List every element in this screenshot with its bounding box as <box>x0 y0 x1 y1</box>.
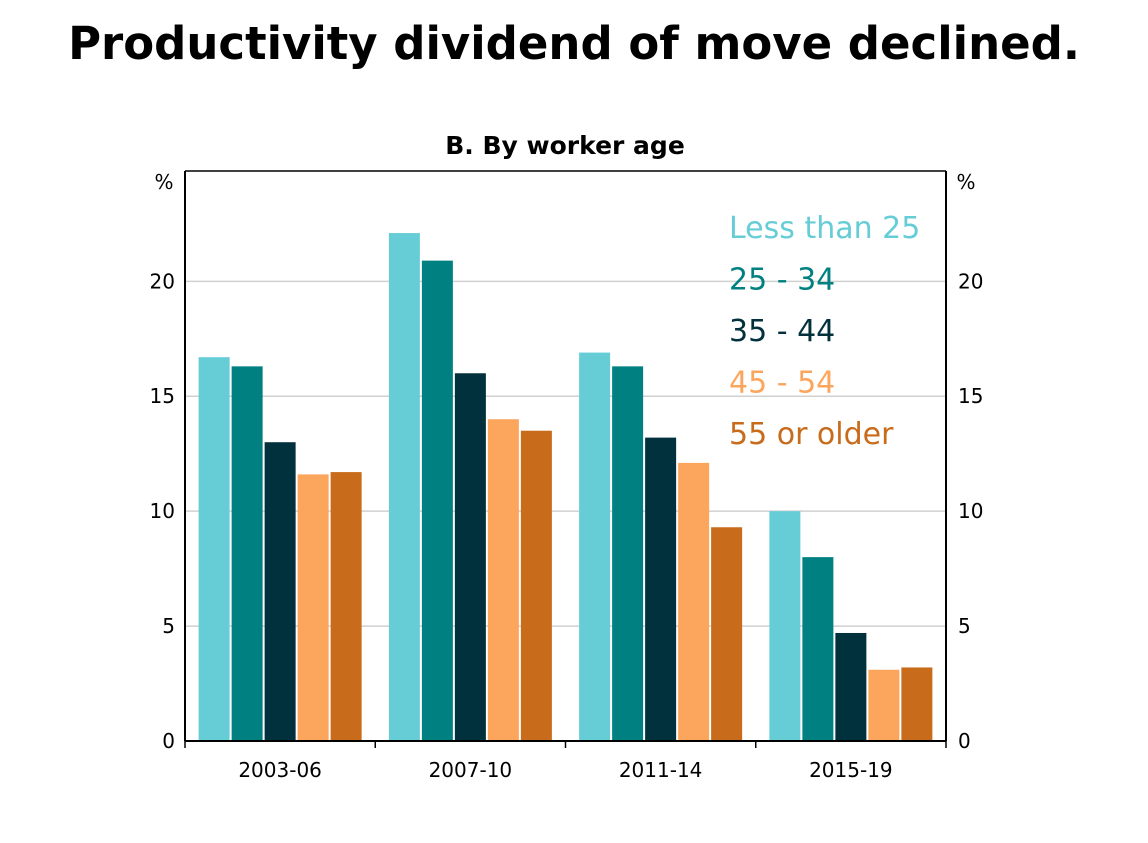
headline: Productivity dividend of move declined. <box>68 17 1080 70</box>
bar <box>802 557 834 741</box>
bar <box>835 632 867 741</box>
bar <box>645 437 677 741</box>
bar <box>454 373 486 741</box>
bar <box>487 419 519 741</box>
bar <box>901 667 933 741</box>
x-tick-label: 2011-14 <box>619 758 703 782</box>
bar <box>678 462 710 741</box>
bar <box>231 366 263 741</box>
y-axis-unit-left: % <box>154 170 173 194</box>
y-tick-label-right: 5 <box>958 614 971 638</box>
y-axis-unit-right: % <box>956 170 975 194</box>
bar <box>769 511 801 741</box>
bar <box>520 430 552 741</box>
bar <box>264 442 296 741</box>
bar <box>612 366 644 741</box>
bar <box>388 233 420 741</box>
x-tick-label: 2015-19 <box>809 758 893 782</box>
bars <box>198 233 933 741</box>
legend-entry: 35 - 44 <box>729 314 835 349</box>
y-tick-label-left: 20 <box>150 269 175 293</box>
y-tick-label-left: 0 <box>162 729 175 753</box>
y-tick-label-right: 10 <box>958 499 983 523</box>
y-tick-label-left: 5 <box>162 614 175 638</box>
y-tick-label-right: 15 <box>958 384 983 408</box>
y-tick-label-right: 0 <box>958 729 971 753</box>
chart-title: B. By worker age <box>445 131 685 160</box>
legend-entry: Less than 25 <box>729 211 920 246</box>
x-tick-label: 2007-10 <box>429 758 513 782</box>
legend-entry: 45 - 54 <box>729 366 835 401</box>
axes <box>184 170 947 748</box>
x-tick-label: 2003-06 <box>238 758 322 782</box>
legend-entry: 55 or older <box>729 417 894 452</box>
legend: Less than 25 25 - 34 35 - 44 45 - 54 55 or o… <box>729 211 920 452</box>
bar <box>711 527 743 741</box>
bar <box>421 260 453 741</box>
bar <box>868 669 900 741</box>
bar <box>297 474 329 741</box>
bar <box>330 472 362 741</box>
tick-labels: 0 0 5 5 10 10 15 15 20 20 2003-06 2007-10 2011-14 201… <box>150 269 984 782</box>
bar <box>198 357 230 741</box>
bar <box>579 352 611 741</box>
y-tick-label-left: 15 <box>150 384 175 408</box>
y-tick-label-left: 10 <box>150 499 175 523</box>
y-tick-label-right: 20 <box>958 269 983 293</box>
legend-entry: 25 - 34 <box>729 263 835 298</box>
